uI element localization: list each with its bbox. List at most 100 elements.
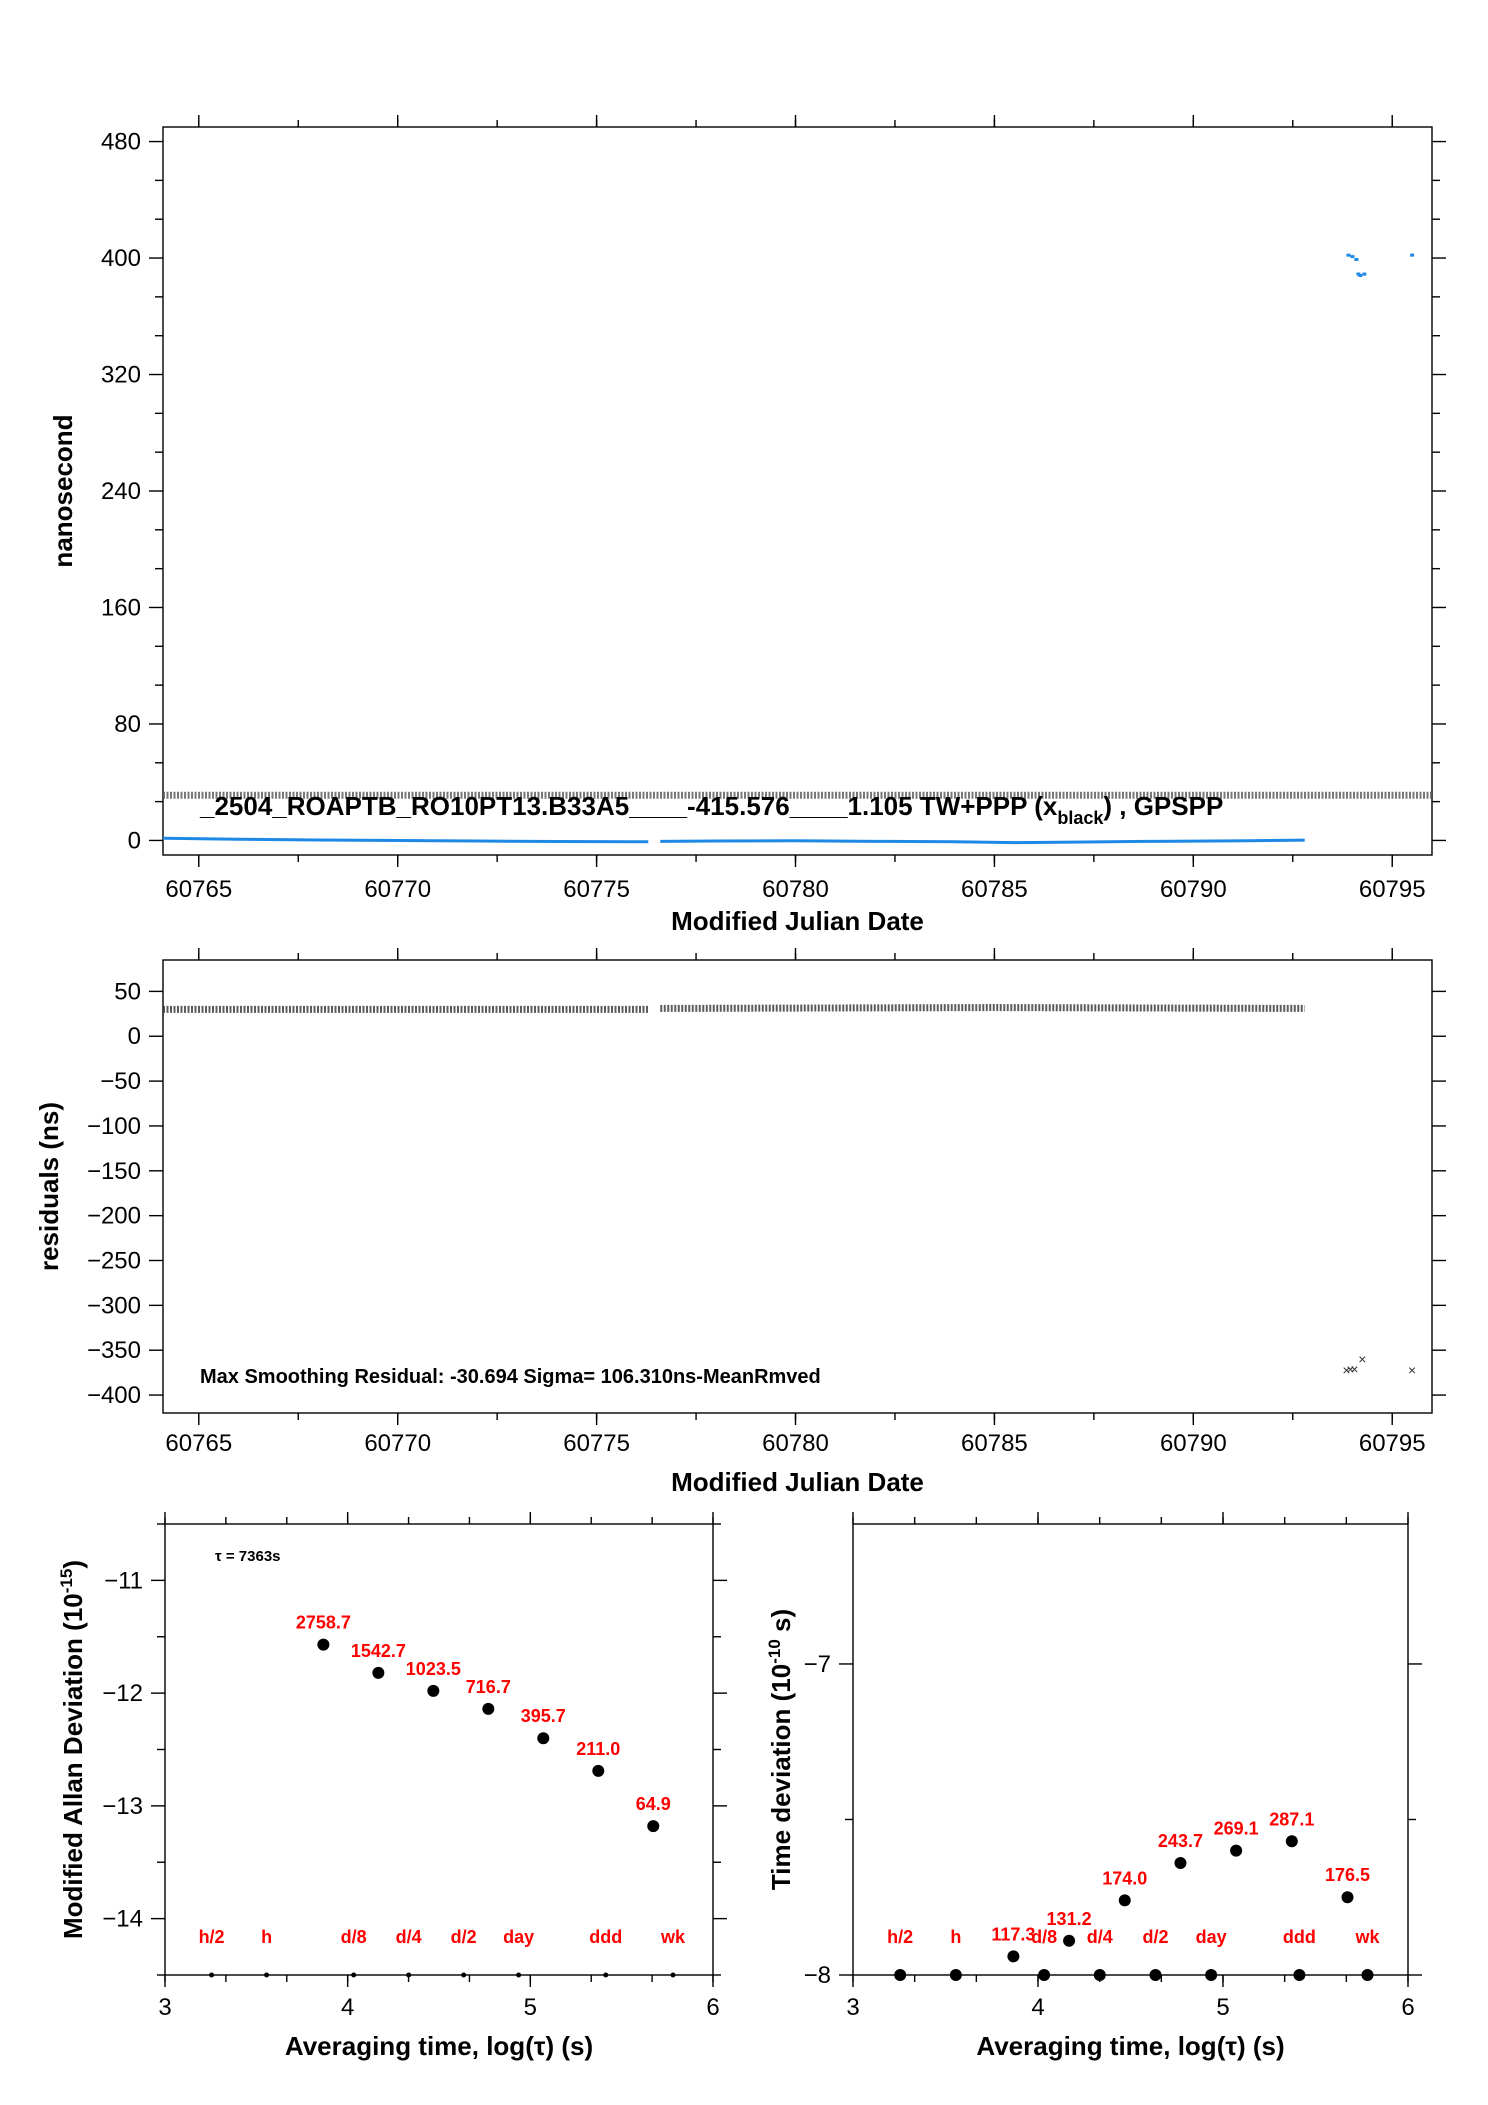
deviation-point — [317, 1638, 330, 1651]
deviation-point — [647, 1820, 660, 1833]
y-tick-label: −350 — [87, 1337, 141, 1364]
y-axis-label-sup: -15 — [57, 1569, 76, 1594]
series-annotation-tail: ) , GPSPP — [1103, 791, 1223, 821]
x-tick-label: 3 — [846, 1994, 859, 2021]
y-axis-label-tail: s) — [766, 1609, 796, 1639]
x-tick-label: 60765 — [165, 876, 232, 903]
y-tick-label: −14 — [102, 1906, 143, 1933]
x-tick-label: 5 — [524, 1994, 537, 2021]
plot-frame — [852, 1523, 1409, 1976]
y-tick-label: −100 — [87, 1113, 141, 1140]
residual-annotation: Max Smoothing Residual: -30.694 Sigma= 1… — [200, 1366, 821, 1388]
data-point — [1350, 255, 1355, 259]
y-axis-label-sup: -10 — [765, 1639, 784, 1664]
x-tick-label: 6 — [1401, 1994, 1414, 2021]
x-tick-label: 60790 — [1160, 876, 1227, 903]
x-tick-label: 60795 — [1359, 1430, 1426, 1457]
y-tick-label: −200 — [87, 1203, 141, 1230]
y-tick-label: −50 — [100, 1068, 141, 1095]
series-annotation-sub: black — [1057, 808, 1104, 828]
deviation-point — [482, 1702, 495, 1715]
tau-marker-label: day — [503, 1927, 534, 1947]
tau-marker — [461, 1972, 467, 1978]
data-point: × — [1346, 1361, 1354, 1377]
deviation-point-label: 174.0 — [1102, 1868, 1147, 1888]
tau-marker — [516, 1972, 522, 1978]
x-tick-label: 6 — [706, 1994, 719, 2021]
deviation-point-label: 287.1 — [1269, 1809, 1314, 1829]
tau-marker — [1149, 1969, 1162, 1981]
deviation-point-label: 176.5 — [1325, 1865, 1370, 1885]
y-tick-label: −250 — [87, 1248, 141, 1275]
data-point — [1354, 257, 1359, 261]
deviation-point — [372, 1666, 385, 1679]
panel-residuals: 60765 60770 60775 60780 60785 60790 60795 50 0 −5… — [34, 948, 1446, 1497]
tau-marker — [351, 1972, 357, 1978]
deviation-point — [1230, 1844, 1243, 1857]
deviation-point — [537, 1732, 550, 1745]
y-tick-label: −300 — [87, 1292, 141, 1319]
deviation-point-label: 131.2 — [1047, 1909, 1092, 1929]
plot-frame — [162, 959, 1433, 1414]
y-axis-label: nanosecond — [48, 414, 78, 567]
data-point — [1358, 274, 1363, 278]
x-tick-label: 60775 — [563, 1430, 630, 1457]
tau-marker-label: h — [950, 1927, 961, 1947]
x-axis-label: Modified Julian Date — [671, 906, 924, 936]
plot-frame — [164, 1523, 714, 1976]
x-tick-label: 60795 — [1359, 876, 1426, 903]
x-tick-label: 60790 — [1160, 1430, 1227, 1457]
tau-marker-label: d/4 — [1087, 1927, 1113, 1947]
y-tick-label: 50 — [114, 978, 141, 1005]
tau-marker-label: d/2 — [451, 1927, 477, 1947]
x-tick-label: 60785 — [961, 876, 1028, 903]
tau-marker — [894, 1969, 907, 1981]
data-point: × — [1342, 1362, 1350, 1378]
tau-note: τ = 7363s — [215, 1548, 281, 1565]
tau-marker — [209, 1972, 215, 1978]
y-tick-label: −400 — [87, 1382, 141, 1409]
y-tick-label: −7 — [804, 1651, 831, 1678]
tau-marker-label: d/2 — [1142, 1927, 1168, 1947]
y-axis-label: residuals (ns) — [34, 1102, 64, 1271]
tau-marker-label: d/4 — [396, 1927, 422, 1947]
y-tick-label: 320 — [101, 362, 141, 389]
tau-marker — [1293, 1969, 1306, 1981]
y-axis-label-tail: ) — [58, 1560, 88, 1569]
deviation-point-label: 716.7 — [466, 1677, 511, 1697]
tau-marker-label: h/2 — [887, 1927, 913, 1947]
deviation-point-label: 64.9 — [636, 1794, 671, 1814]
tau-marker-label: d/8 — [1031, 1927, 1057, 1947]
deviation-point — [592, 1764, 605, 1777]
x-tick-label: 3 — [158, 1994, 171, 2021]
x-axis-label: Modified Julian Date — [671, 1467, 924, 1497]
deviation-point-label: 243.7 — [1158, 1831, 1203, 1851]
data-point — [1362, 272, 1367, 276]
data-point — [1410, 253, 1415, 257]
x-tick-label: 4 — [1031, 1994, 1044, 2021]
x-tick-label: 60785 — [961, 1430, 1028, 1457]
x-tick-label: 60765 — [165, 1430, 232, 1457]
y-tick-label: −13 — [102, 1793, 143, 1820]
deviation-point-label: 1542.7 — [351, 1641, 406, 1661]
plot-area — [163, 253, 1432, 845]
data-point — [1346, 253, 1351, 257]
series-annotation: _2504_ROAPTB_RO10PT13.B33A5____-415.576_… — [199, 791, 1223, 828]
panel-tdev: 3 4 5 6 −7 −8 Averaging time, log(τ) (s) Time d… — [765, 1512, 1422, 2061]
tau-marker-label: day — [1196, 1927, 1227, 1947]
y-tick-label: 160 — [101, 594, 141, 621]
y-axis-label-text: residuals (ns) — [34, 1102, 64, 1271]
y-tick-label: 240 — [101, 478, 141, 505]
x-axis-label: Averaging time, log(τ) (s) — [976, 2031, 1284, 2061]
tau-marker-label: ddd — [589, 1927, 622, 1947]
x-tick-label: 60780 — [762, 876, 829, 903]
tau-marker-label: d/8 — [341, 1927, 367, 1947]
y-axis-label-text: Time deviation (10 — [766, 1664, 796, 1890]
x-tick-label: 60780 — [762, 1430, 829, 1457]
deviation-point — [1007, 1950, 1020, 1963]
deviation-point-label: 2758.7 — [296, 1613, 351, 1633]
deviation-point-label: 269.1 — [1214, 1819, 1259, 1839]
series-line-0 — [163, 836, 649, 844]
x-axis-label: Averaging time, log(τ) (s) — [285, 2031, 593, 2061]
tau-marker-label: ddd — [1283, 1927, 1316, 1947]
